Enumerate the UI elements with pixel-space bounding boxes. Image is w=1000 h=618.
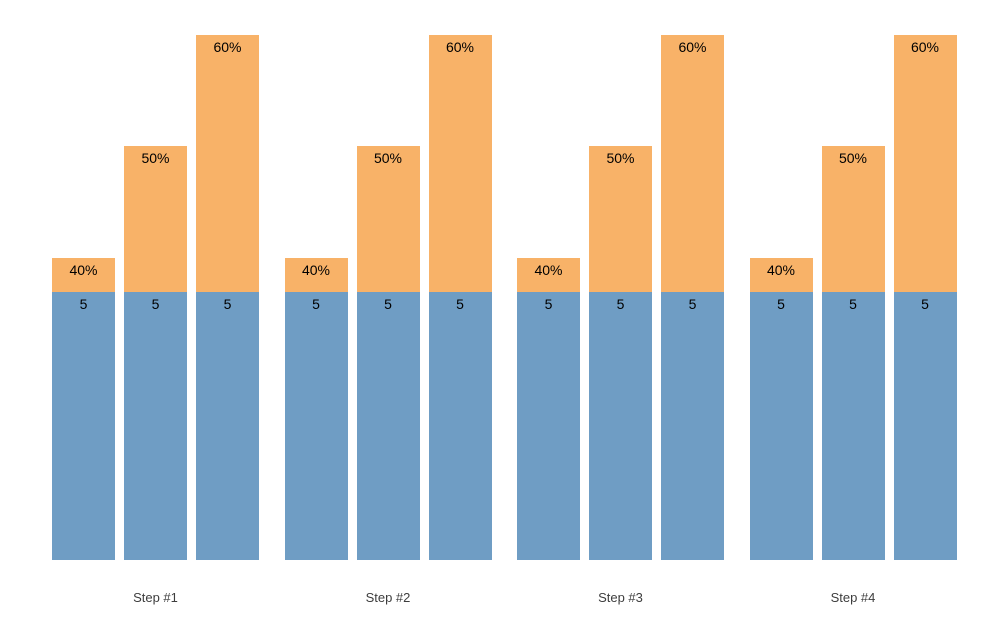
bar-top-label: 50% bbox=[606, 150, 635, 166]
bar-top-segment: 50% bbox=[589, 146, 652, 292]
bar-top-segment: 50% bbox=[821, 146, 885, 292]
category-label: Step #1 bbox=[133, 590, 178, 605]
bar-top-segment: 40% bbox=[517, 258, 580, 292]
bar-base-label: 5 bbox=[849, 296, 857, 312]
bar-base-label: 5 bbox=[616, 296, 625, 312]
bar: 60% 5 bbox=[428, 35, 492, 560]
bar: 50% 5 bbox=[124, 146, 187, 560]
bar-top-segment: 60% bbox=[196, 35, 259, 292]
bar-top-label: 40% bbox=[69, 262, 98, 278]
bar: 50% 5 bbox=[821, 146, 885, 560]
bar-top-segment: 60% bbox=[428, 35, 492, 292]
bar-top-segment: 60% bbox=[661, 35, 724, 292]
bar: 60% 5 bbox=[196, 35, 259, 560]
bar-top-segment: 40% bbox=[52, 258, 115, 292]
bar: 40% 5 bbox=[749, 258, 813, 560]
bar: 60% 5 bbox=[893, 35, 957, 560]
bar-top-label: 60% bbox=[445, 39, 475, 55]
bar-top-label: 50% bbox=[373, 150, 403, 166]
bar-base-segment: 5 bbox=[196, 292, 259, 560]
bar-base-segment: 5 bbox=[749, 292, 813, 560]
bar-top-label: 40% bbox=[766, 262, 796, 278]
bar-top-segment: 60% bbox=[893, 35, 957, 292]
bar-top-segment: 50% bbox=[124, 146, 187, 292]
bar: 40% 5 bbox=[52, 258, 115, 560]
bar-base-label: 5 bbox=[79, 296, 88, 312]
bar-top-label: 50% bbox=[838, 150, 868, 166]
bar-base-label: 5 bbox=[384, 296, 392, 312]
bar-top-label: 60% bbox=[678, 39, 707, 55]
category-label: Step #2 bbox=[365, 590, 411, 605]
bar-top-label: 60% bbox=[910, 39, 940, 55]
category-label: Step #3 bbox=[598, 590, 643, 605]
bar-top-segment: 50% bbox=[356, 146, 420, 292]
bar-base-label: 5 bbox=[921, 296, 929, 312]
bar-base-segment: 5 bbox=[124, 292, 187, 560]
bar-base-label: 5 bbox=[312, 296, 320, 312]
bar-base-segment: 5 bbox=[893, 292, 957, 560]
bar-base-segment: 5 bbox=[589, 292, 652, 560]
bar-top-segment: 40% bbox=[749, 258, 813, 292]
bar-top-label: 50% bbox=[141, 150, 170, 166]
bar-top-label: 60% bbox=[213, 39, 242, 55]
bar-top-label: 40% bbox=[301, 262, 331, 278]
bar: 50% 5 bbox=[589, 146, 652, 560]
bar: 60% 5 bbox=[661, 35, 724, 560]
bar: 40% 5 bbox=[284, 258, 348, 560]
bar-base-segment: 5 bbox=[284, 292, 348, 560]
category-label: Step #4 bbox=[830, 590, 876, 605]
bar-base-label: 5 bbox=[544, 296, 553, 312]
bar-top-label: 40% bbox=[534, 262, 563, 278]
bar-base-segment: 5 bbox=[428, 292, 492, 560]
bar: 50% 5 bbox=[356, 146, 420, 560]
bar-base-label: 5 bbox=[223, 296, 232, 312]
bar-base-segment: 5 bbox=[356, 292, 420, 560]
bar-base-label: 5 bbox=[688, 296, 697, 312]
bar-base-segment: 5 bbox=[517, 292, 580, 560]
bar: 40% 5 bbox=[517, 258, 580, 560]
bar-base-segment: 5 bbox=[661, 292, 724, 560]
bar-base-segment: 5 bbox=[52, 292, 115, 560]
bar-base-label: 5 bbox=[777, 296, 785, 312]
bar-top-segment: 40% bbox=[284, 258, 348, 292]
bar-base-segment: 5 bbox=[821, 292, 885, 560]
bar-base-label: 5 bbox=[456, 296, 464, 312]
bar-base-label: 5 bbox=[151, 296, 160, 312]
